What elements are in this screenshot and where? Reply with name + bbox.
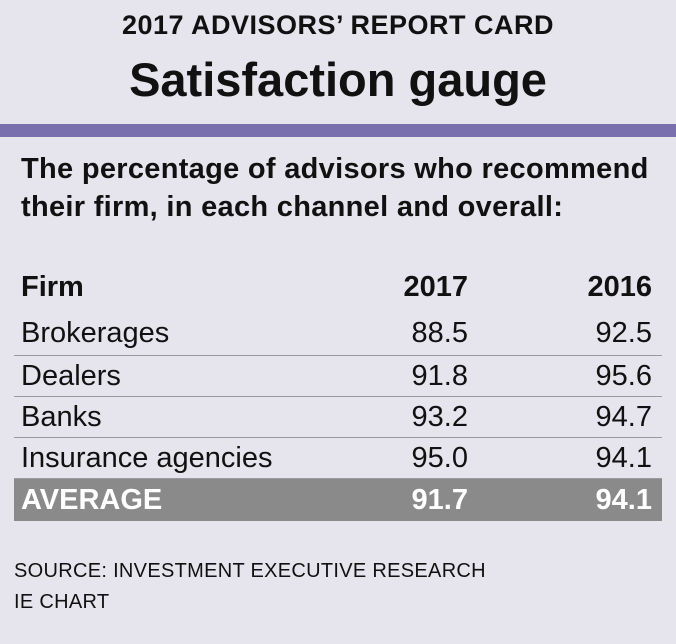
intro-text: The percentage of advisors who recommend… xyxy=(21,153,649,223)
cell-2017: 88.5 xyxy=(288,311,468,356)
header-divider xyxy=(0,124,676,137)
cell-average-2017: 91.7 xyxy=(288,478,468,521)
table-row: Banks 93.2 94.7 xyxy=(14,396,662,438)
column-header-2017: 2017 xyxy=(403,270,468,303)
column-header-2016: 2016 xyxy=(587,270,652,303)
cell-2016: 94.1 xyxy=(468,437,662,479)
table-header-row: Firm 2017 2016 xyxy=(14,263,662,311)
kicker: 2017 ADVISORS’ REPORT CARD xyxy=(121,10,555,40)
cell-2016: 94.7 xyxy=(468,396,662,438)
source-note: SOURCE: INVESTMENT EXECUTIVE RESEARCH IE… xyxy=(14,556,486,618)
chart-credit: IE CHART xyxy=(14,591,110,613)
table-row: Dealers 91.8 95.6 xyxy=(14,355,662,397)
cell-average-label: AVERAGE xyxy=(14,478,288,521)
source-text: SOURCE: INVESTMENT EXECUTIVE RESEARCH xyxy=(14,560,486,582)
cell-average-2016: 94.1 xyxy=(468,478,662,521)
cell-2017: 91.8 xyxy=(288,355,468,397)
cell-2016: 95.6 xyxy=(468,355,662,397)
table-row: Brokerages 88.5 92.5 xyxy=(14,311,662,356)
cell-2017: 93.2 xyxy=(288,396,468,438)
cell-firm: Dealers xyxy=(14,355,288,397)
cell-firm: Banks xyxy=(14,396,288,438)
header: 2017 ADVISORS’ REPORT CARD Satisfaction … xyxy=(0,0,676,124)
table-row: Insurance agencies 95.0 94.1 xyxy=(14,437,662,479)
page-title: Satisfaction gauge xyxy=(129,53,547,106)
cell-2016: 92.5 xyxy=(468,311,662,356)
column-header-firm: Firm xyxy=(21,270,84,303)
cell-2017: 95.0 xyxy=(288,437,468,479)
cell-firm: Brokerages xyxy=(14,311,288,356)
cell-firm: Insurance agencies xyxy=(14,437,288,479)
average-row: AVERAGE 91.7 94.1 xyxy=(14,478,662,521)
data-table: Firm 2017 2016 Brokerages 88.5 92.5 Deal… xyxy=(14,263,662,521)
